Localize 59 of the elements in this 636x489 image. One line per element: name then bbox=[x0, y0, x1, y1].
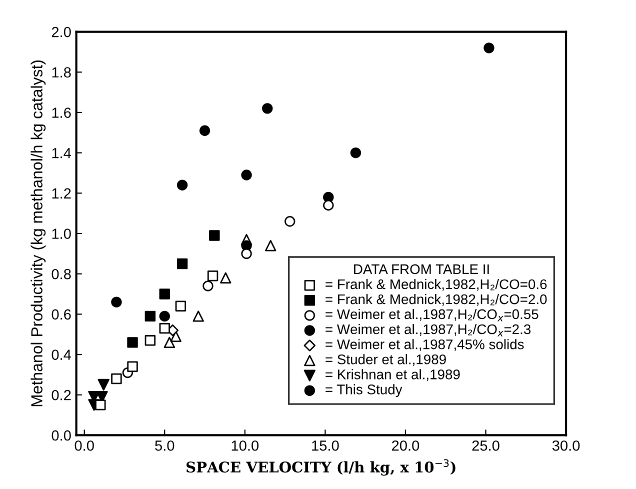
x-tick-label: 30.0 bbox=[552, 440, 580, 451]
y-tick-label: 0.2 bbox=[52, 390, 71, 400]
y-tick-label: 2.0 bbox=[52, 26, 71, 38]
legend-label: = Weimer et al.,1987,45% solids bbox=[326, 339, 524, 351]
x-tick-label: 5.0 bbox=[155, 440, 174, 451]
point bbox=[484, 42, 494, 54]
point bbox=[323, 200, 334, 211]
point bbox=[144, 335, 156, 346]
point bbox=[144, 310, 156, 322]
point bbox=[176, 258, 188, 270]
point bbox=[98, 378, 110, 391]
y-tick-label: 1.0 bbox=[52, 228, 71, 239]
point bbox=[262, 103, 273, 114]
y-tick-label: 0.0 bbox=[52, 430, 71, 441]
y-tick-label: 0.8 bbox=[52, 268, 71, 280]
point bbox=[199, 125, 210, 136]
point bbox=[159, 288, 170, 300]
y-tick-label: 1.4 bbox=[52, 148, 72, 158]
point bbox=[209, 230, 220, 241]
legend-label: = Frank & Mednick,1982,H₂/CO=0.6 bbox=[326, 278, 547, 291]
x-axis-title: SPACE VELOCITY (l/h kg, x 10$^{−3}$) bbox=[186, 459, 456, 476]
y-tick-label: 1.2 bbox=[52, 188, 71, 198]
point bbox=[264, 240, 276, 252]
legend-label: = Weimer et al.,1987,H₂/CO$_{x}$=0.55 bbox=[326, 308, 538, 322]
x-tick-label: 25.0 bbox=[472, 440, 500, 451]
point bbox=[127, 361, 138, 372]
y-tick-label: 1.8 bbox=[52, 67, 71, 78]
point bbox=[220, 272, 232, 284]
point bbox=[111, 296, 122, 308]
point bbox=[111, 373, 122, 384]
point bbox=[241, 170, 252, 180]
x-tick-label: 10.0 bbox=[232, 440, 259, 451]
point bbox=[207, 270, 218, 282]
legend-label: = Weimer et al.,1987,H₂/CO$_{x}$=2.3 bbox=[326, 324, 531, 336]
point bbox=[176, 180, 188, 190]
legend-label: = Krishnan et al.,1989 bbox=[326, 369, 460, 381]
y-tick-label: 0.4 bbox=[52, 350, 72, 360]
point bbox=[192, 310, 204, 322]
point bbox=[350, 147, 362, 158]
y-axis-title: Methanol Productivity (kg methanol/h kg catalyst) bbox=[30, 60, 46, 406]
point bbox=[127, 337, 138, 348]
x-tick-label: 15.0 bbox=[312, 440, 339, 451]
point bbox=[159, 322, 170, 334]
point bbox=[170, 330, 182, 342]
point bbox=[95, 400, 106, 410]
point bbox=[284, 216, 296, 227]
legend-label: = Frank & Mednick,1982,H₂/CO=2.0 bbox=[326, 294, 547, 306]
point bbox=[241, 248, 252, 260]
point bbox=[159, 310, 170, 322]
point bbox=[164, 336, 176, 348]
x-tick-label: 0.0 bbox=[74, 440, 94, 451]
point bbox=[175, 300, 186, 312]
legend-label: = This Study bbox=[326, 384, 402, 398]
y-tick-label: 1.6 bbox=[52, 108, 71, 118]
y-tick-label: 0.6 bbox=[52, 309, 71, 320]
point bbox=[202, 280, 214, 292]
legend-label: = Studer et al.,1989 bbox=[326, 354, 446, 366]
x-tick-label: 20.0 bbox=[392, 440, 420, 451]
legend-title: DATA FROM TABLE II bbox=[354, 264, 489, 274]
